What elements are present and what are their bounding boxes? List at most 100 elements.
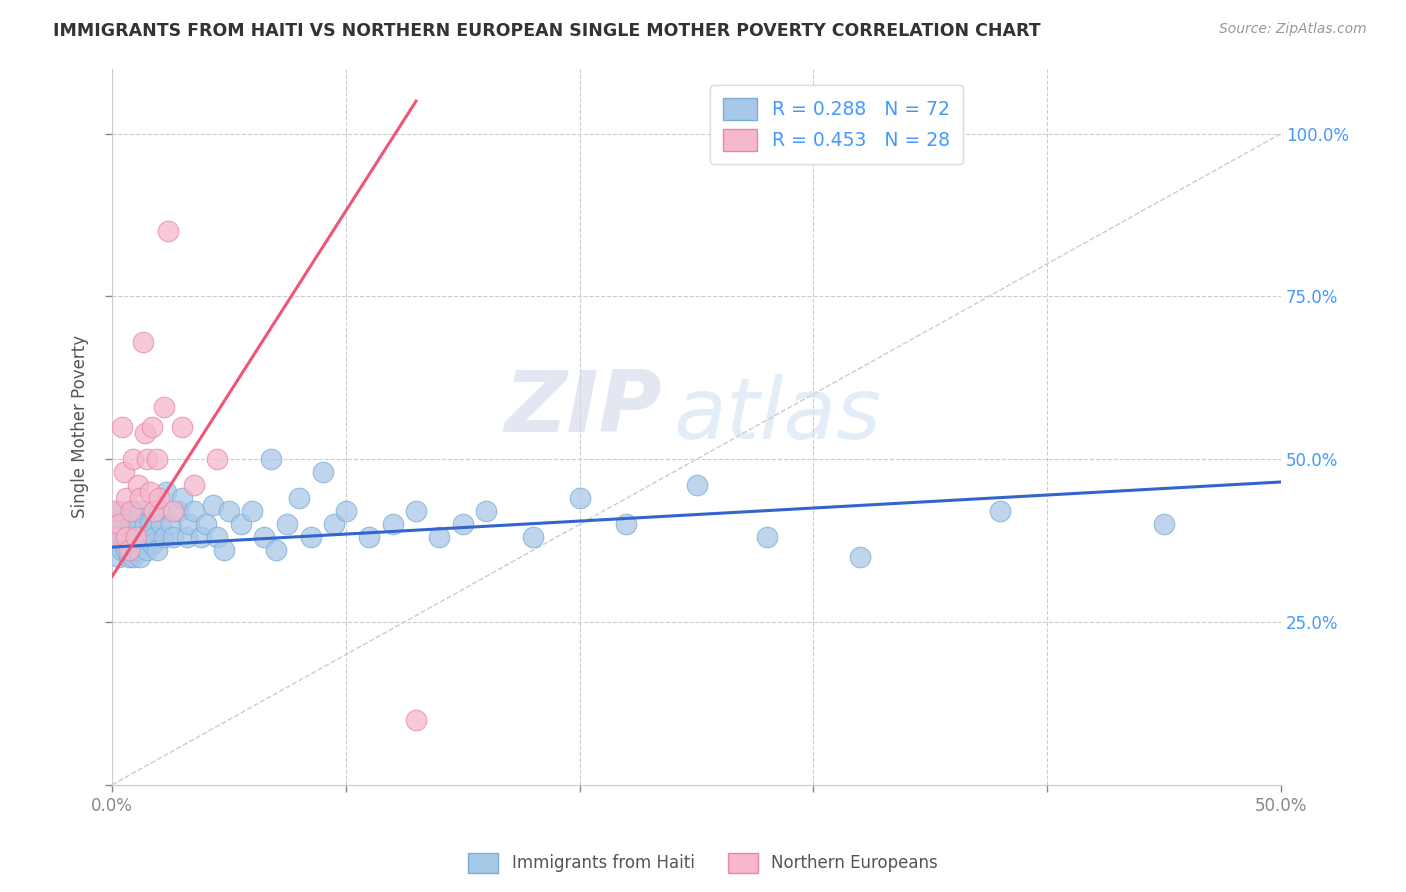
Point <box>405 504 427 518</box>
Point <box>127 478 149 492</box>
Point <box>207 452 229 467</box>
Point <box>522 530 544 544</box>
Point <box>1153 517 1175 532</box>
Point <box>120 504 142 518</box>
Point <box>110 530 132 544</box>
Point <box>105 530 128 544</box>
Point <box>134 517 156 532</box>
Point <box>159 517 181 532</box>
Point <box>429 530 451 544</box>
Point <box>148 491 170 506</box>
Point <box>115 530 138 544</box>
Point <box>405 713 427 727</box>
Point <box>112 537 135 551</box>
Point <box>381 517 404 532</box>
Point <box>103 517 125 532</box>
Point <box>172 491 194 506</box>
Point <box>849 549 872 564</box>
Point <box>129 549 152 564</box>
Point <box>117 543 139 558</box>
Point <box>103 504 125 518</box>
Point <box>110 543 132 558</box>
Point <box>122 504 145 518</box>
Point <box>143 504 166 518</box>
Point <box>143 530 166 544</box>
Point <box>335 504 357 518</box>
Point <box>141 537 163 551</box>
Point <box>131 334 153 349</box>
Point <box>359 530 381 544</box>
Point <box>122 452 145 467</box>
Point <box>299 530 322 544</box>
Point <box>157 224 180 238</box>
Point <box>229 517 252 532</box>
Point <box>131 530 153 544</box>
Point <box>218 504 240 518</box>
Point <box>685 478 707 492</box>
Point <box>117 530 139 544</box>
Point <box>276 517 298 532</box>
Point <box>124 543 146 558</box>
Point <box>124 530 146 544</box>
Point <box>190 530 212 544</box>
Point <box>127 537 149 551</box>
Point <box>155 484 177 499</box>
Point <box>138 484 160 499</box>
Legend: Immigrants from Haiti, Northern Europeans: Immigrants from Haiti, Northern European… <box>461 847 945 880</box>
Point <box>755 530 778 544</box>
Point <box>122 549 145 564</box>
Point <box>136 452 159 467</box>
Point <box>108 504 131 518</box>
Point <box>115 530 138 544</box>
Text: atlas: atlas <box>673 375 882 458</box>
Point <box>150 517 173 532</box>
Point <box>323 517 346 532</box>
Point <box>176 530 198 544</box>
Point <box>112 517 135 532</box>
Point <box>288 491 311 506</box>
Point <box>242 504 264 518</box>
Point <box>990 504 1012 518</box>
Point <box>166 504 188 518</box>
Point <box>127 517 149 532</box>
Point <box>179 517 201 532</box>
Point <box>117 549 139 564</box>
Point <box>152 530 174 544</box>
Point <box>214 543 236 558</box>
Text: IMMIGRANTS FROM HAITI VS NORTHERN EUROPEAN SINGLE MOTHER POVERTY CORRELATION CHA: IMMIGRANTS FROM HAITI VS NORTHERN EUROPE… <box>53 22 1040 40</box>
Point <box>120 543 142 558</box>
Point <box>124 530 146 544</box>
Text: Source: ZipAtlas.com: Source: ZipAtlas.com <box>1219 22 1367 37</box>
Point <box>475 504 498 518</box>
Point <box>152 400 174 414</box>
Point <box>108 517 131 532</box>
Point <box>112 465 135 479</box>
Point <box>145 452 167 467</box>
Y-axis label: Single Mother Poverty: Single Mother Poverty <box>72 335 89 518</box>
Point <box>201 498 224 512</box>
Text: ZIP: ZIP <box>503 368 661 450</box>
Point <box>129 504 152 518</box>
Point <box>105 530 128 544</box>
Point <box>141 419 163 434</box>
Point <box>568 491 591 506</box>
Point <box>172 419 194 434</box>
Point <box>183 478 205 492</box>
Point <box>145 543 167 558</box>
Point <box>148 504 170 518</box>
Point <box>138 517 160 532</box>
Point <box>115 543 138 558</box>
Point <box>616 517 638 532</box>
Point <box>115 491 138 506</box>
Point <box>162 504 184 518</box>
Point <box>162 530 184 544</box>
Point <box>136 530 159 544</box>
Point <box>194 517 217 532</box>
Point <box>253 530 276 544</box>
Legend: R = 0.288   N = 72, R = 0.453   N = 28: R = 0.288 N = 72, R = 0.453 N = 28 <box>710 85 963 164</box>
Point <box>134 426 156 441</box>
Point <box>207 530 229 544</box>
Point <box>136 543 159 558</box>
Point <box>183 504 205 518</box>
Point <box>129 491 152 506</box>
